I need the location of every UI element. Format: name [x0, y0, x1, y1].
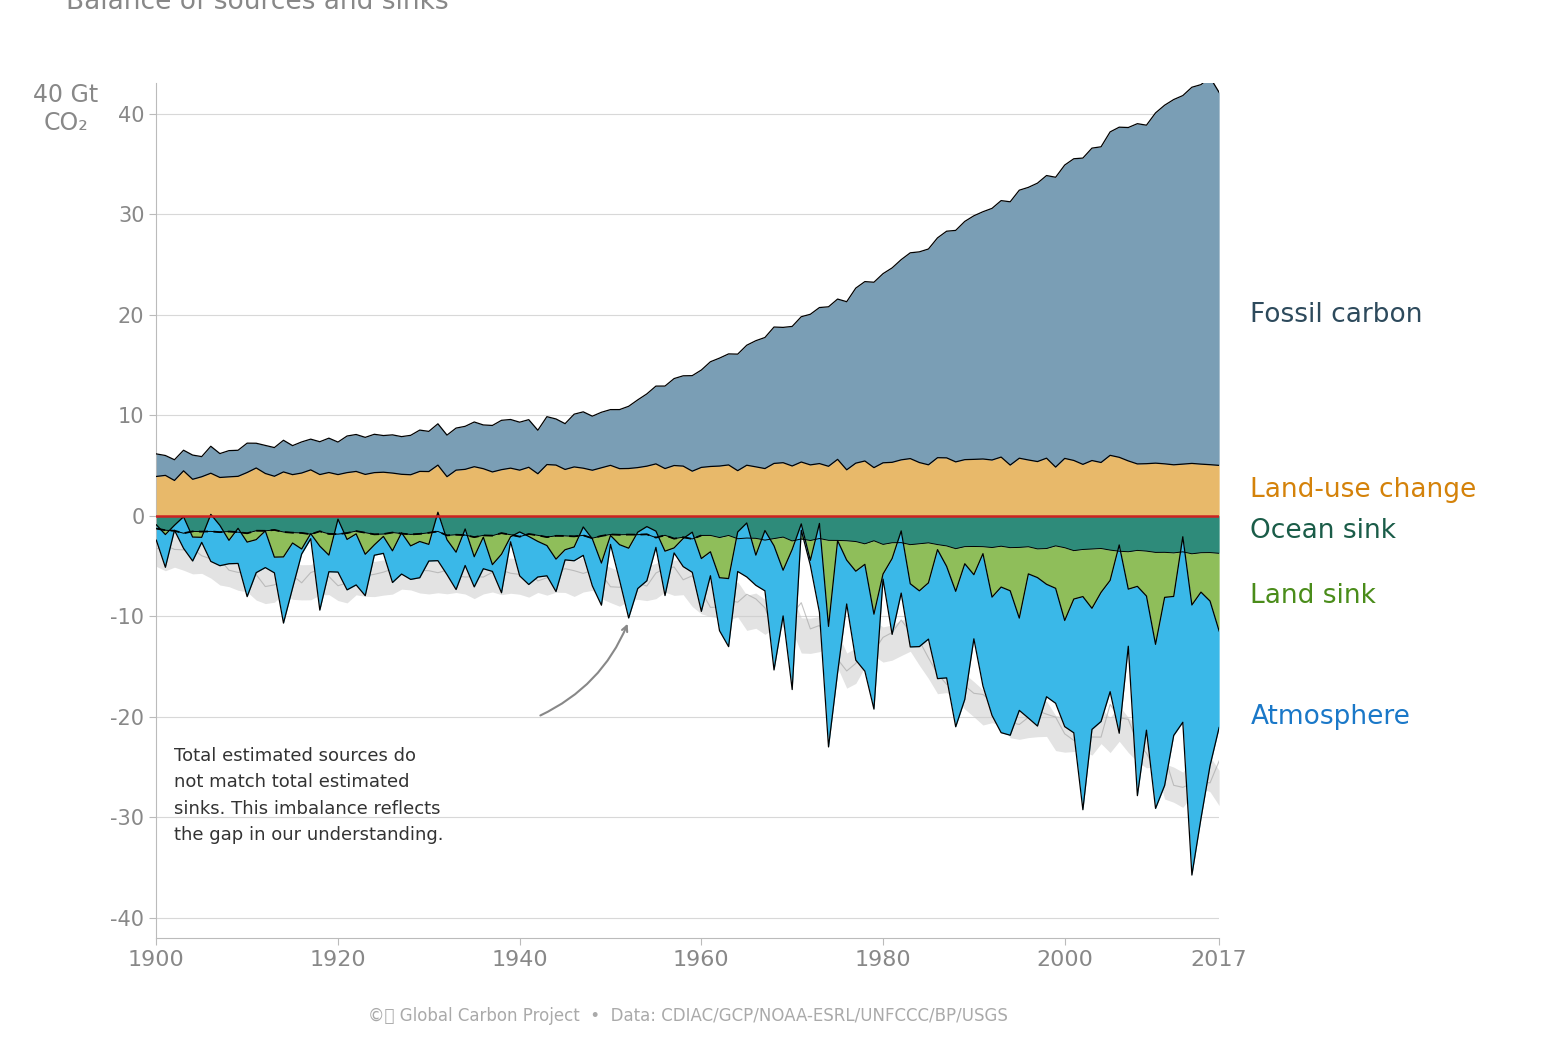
Text: Land-use change: Land-use change: [1250, 477, 1477, 503]
Text: Atmosphere: Atmosphere: [1250, 703, 1410, 729]
Text: ©Ⓐ Global Carbon Project  •  Data: CDIAC/GCP/NOAA-ESRL/UNFCCC/BP/USGS: ©Ⓐ Global Carbon Project • Data: CDIAC/G…: [367, 1008, 1008, 1025]
Text: Total estimated sources do
not match total estimated
sinks. This imbalance refle: Total estimated sources do not match tot…: [175, 747, 444, 844]
Text: Land sink: Land sink: [1250, 584, 1377, 609]
Text: Fossil carbon: Fossil carbon: [1250, 301, 1422, 327]
Text: 40 Gt
CO₂: 40 Gt CO₂: [33, 83, 98, 135]
Text: Balance of sources and sinks: Balance of sources and sinks: [66, 0, 449, 15]
Text: Ocean sink: Ocean sink: [1250, 518, 1396, 544]
